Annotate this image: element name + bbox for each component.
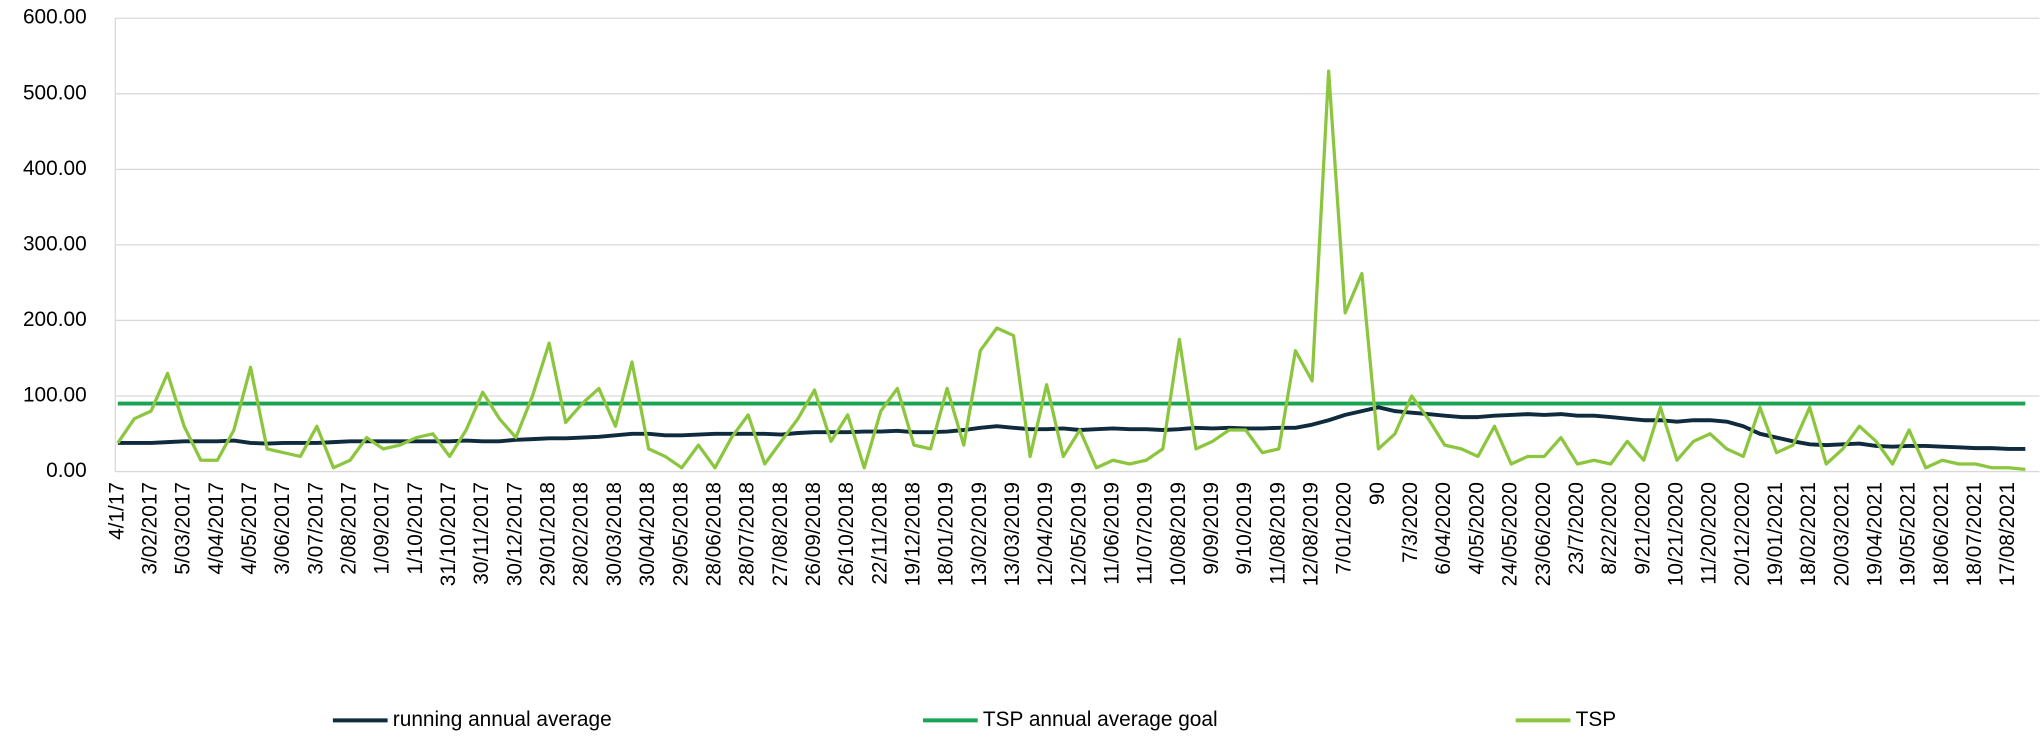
y-tick-label: 400.00 xyxy=(23,157,87,180)
x-tick-label: 7/01/2020 xyxy=(1333,482,1356,575)
x-tick-label: 4/1/17 xyxy=(105,482,128,540)
x-tick-label: 11/06/2019 xyxy=(1101,482,1124,585)
x-tick-label: 10/21/2020 xyxy=(1664,482,1687,586)
x-tick-label: 11/20/2020 xyxy=(1698,482,1721,585)
x-tick-label: 1/09/2017 xyxy=(371,482,394,575)
x-tick-label: 29/01/2018 xyxy=(537,482,560,586)
x-tick-label: 18/02/2021 xyxy=(1797,482,1820,586)
x-tick-label: 90 xyxy=(1366,482,1389,505)
x-tick-label: 4/04/2017 xyxy=(205,482,228,575)
y-tick-label: 300.00 xyxy=(23,232,87,255)
x-tick-label: 26/09/2018 xyxy=(802,482,825,586)
x-tick-label: 12/05/2019 xyxy=(1067,482,1090,586)
x-tick-label: 19/12/2018 xyxy=(901,482,924,586)
x-tick-label: 3/06/2017 xyxy=(271,482,294,575)
x-tick-label: 29/05/2018 xyxy=(669,482,692,586)
legend-label: TSP xyxy=(1576,708,1617,731)
x-tick-label: 11/07/2019 xyxy=(1134,482,1157,585)
x-tick-label: 23/06/2020 xyxy=(1532,482,1555,586)
x-tick-label: 9/09/2019 xyxy=(1200,482,1223,575)
legend-label: running annual average xyxy=(393,708,612,731)
x-tick-label: 30/11/2017 xyxy=(470,482,493,585)
x-tick-label: 31/10/2017 xyxy=(437,482,460,586)
x-tick-label: 12/08/2019 xyxy=(1300,482,1323,586)
x-tick-label: 18/01/2019 xyxy=(935,482,958,586)
x-tick-label: 24/05/2020 xyxy=(1499,482,1522,586)
x-tick-label: 1/10/2017 xyxy=(404,482,427,575)
x-tick-label: 10/08/2019 xyxy=(1167,482,1190,586)
legend-label: TSP annual average goal xyxy=(983,708,1218,731)
x-tick-label: 2/08/2017 xyxy=(338,482,361,575)
x-tick-label: 3/02/2017 xyxy=(139,482,162,575)
x-tick-label: 17/08/2021 xyxy=(1996,482,2019,586)
x-tick-label: 9/10/2019 xyxy=(1233,482,1256,575)
x-tick-label: 5/03/2017 xyxy=(172,482,195,575)
x-tick-label: 18/06/2021 xyxy=(1930,482,1953,586)
x-tick-label: 3/07/2017 xyxy=(304,482,327,575)
x-tick-label: 22/11/2018 xyxy=(868,482,891,585)
x-tick-label: 28/07/2018 xyxy=(736,482,759,586)
x-tick-label: 30/12/2017 xyxy=(503,482,526,586)
x-tick-label: 18/07/2021 xyxy=(1963,482,1986,586)
x-tick-label: 20/12/2020 xyxy=(1731,482,1754,586)
x-tick-label: 19/04/2021 xyxy=(1863,482,1886,586)
x-tick-label: 13/02/2019 xyxy=(968,482,991,586)
x-tick-label: 6/04/2020 xyxy=(1432,482,1455,575)
x-tick-label: 30/03/2018 xyxy=(603,482,626,586)
x-tick-label: 27/08/2018 xyxy=(769,482,792,586)
x-tick-label: 19/05/2021 xyxy=(1897,482,1920,586)
x-tick-label: 12/04/2019 xyxy=(1034,482,1057,586)
x-tick-label: 20/03/2021 xyxy=(1830,482,1853,586)
x-tick-label: 11/08/2019 xyxy=(1266,482,1289,585)
x-tick-label: 23/7/2020 xyxy=(1565,482,1588,575)
y-tick-label: 200.00 xyxy=(23,308,87,331)
y-tick-label: 500.00 xyxy=(23,81,87,104)
x-tick-label: 26/10/2018 xyxy=(835,482,858,586)
series-line xyxy=(117,405,2026,451)
x-tick-label: 28/02/2018 xyxy=(570,482,593,586)
x-tick-label: 9/21/2020 xyxy=(1631,482,1654,575)
x-tick-label: 4/05/2020 xyxy=(1465,482,1488,575)
x-tick-label: 19/01/2021 xyxy=(1764,482,1787,586)
x-tick-label: 8/22/2020 xyxy=(1598,482,1621,575)
y-tick-label: 0.00 xyxy=(46,459,87,482)
x-tick-label: 7/3/2020 xyxy=(1399,482,1422,563)
x-tick-label: 13/03/2019 xyxy=(1001,482,1024,586)
x-tick-label: 30/04/2018 xyxy=(636,482,659,586)
x-tick-label: 28/06/2018 xyxy=(702,482,725,586)
y-tick-label: 100.00 xyxy=(23,384,87,407)
y-tick-label: 600.00 xyxy=(23,6,87,29)
series-line xyxy=(116,69,2026,471)
x-tick-label: 4/05/2017 xyxy=(238,482,261,575)
